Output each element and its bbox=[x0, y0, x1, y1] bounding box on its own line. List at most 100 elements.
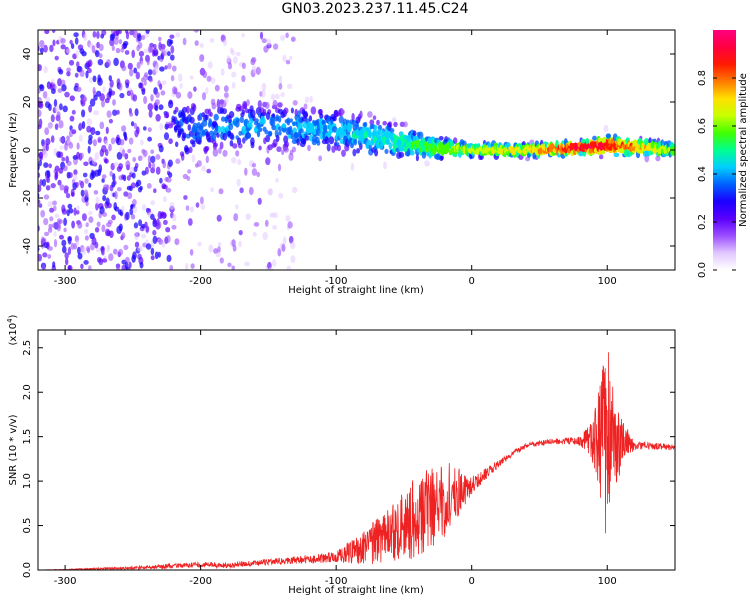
spectrogram-cell bbox=[124, 79, 130, 86]
spectrogram-cell bbox=[175, 141, 179, 148]
spectrogram-cell bbox=[89, 98, 96, 107]
spectrogram-cell bbox=[366, 139, 371, 145]
spectrogram-cell bbox=[144, 72, 149, 78]
spectrogram-cell bbox=[264, 101, 270, 109]
spectrogram-cell bbox=[231, 82, 236, 89]
spectrogram-cell bbox=[93, 190, 99, 195]
spectrogram-cell bbox=[147, 127, 152, 133]
spectrogram-cell bbox=[57, 78, 62, 87]
spectrogram-cell bbox=[141, 204, 147, 211]
spectrogram-cell bbox=[129, 166, 135, 175]
spectrogram-cell bbox=[272, 225, 278, 230]
spectrogram-cell bbox=[129, 68, 134, 77]
spectrogram-cell bbox=[256, 171, 261, 178]
spectrogram-cell bbox=[135, 71, 140, 80]
spectrogram-cell bbox=[155, 154, 161, 160]
spectrogram-cell bbox=[43, 218, 49, 226]
spectrogram-cell bbox=[137, 245, 143, 252]
spectrogram-cell bbox=[268, 267, 274, 270]
spectrogram-cell bbox=[241, 75, 246, 83]
spectrogram-cell bbox=[159, 177, 163, 184]
snr-y-label: SNR (10 * v/v) bbox=[8, 414, 19, 485]
spectrogram-cell bbox=[50, 114, 55, 123]
spectrogram-cell bbox=[281, 123, 287, 129]
spectrogram-cell bbox=[605, 133, 612, 139]
spectrogram-cell bbox=[340, 109, 345, 115]
spectrogram-cell bbox=[92, 158, 96, 165]
spectrogram-cell bbox=[143, 126, 147, 131]
spectrogram-cell bbox=[96, 30, 100, 39]
spectrogram-cell bbox=[211, 132, 217, 141]
spectrogram-cell bbox=[168, 138, 173, 145]
spectrogram-cell bbox=[158, 104, 164, 111]
spectrogram-cell bbox=[246, 99, 250, 106]
spectrogram-cell bbox=[168, 172, 173, 178]
spectrogram-cell bbox=[192, 104, 197, 112]
spectrogram-cell bbox=[222, 132, 228, 141]
spectrogram-cell bbox=[123, 244, 129, 251]
spectrogram-cell bbox=[123, 41, 129, 46]
spectrogram-cell bbox=[49, 207, 55, 213]
spectrogram-cell bbox=[88, 216, 94, 224]
spectrogram-cell bbox=[57, 151, 64, 158]
spectrogram-cell bbox=[188, 146, 193, 154]
spectrogram-cell bbox=[383, 161, 387, 170]
spectrogram-cell bbox=[39, 179, 43, 186]
spectrogram-cell bbox=[141, 233, 147, 239]
spectrogram-cell bbox=[282, 236, 287, 245]
spectrogram-cell bbox=[95, 247, 101, 253]
spectrogram-cell bbox=[155, 62, 160, 70]
spectrogram-cell bbox=[202, 70, 208, 79]
spectrogram-cell bbox=[79, 69, 85, 77]
spectrogram-cell bbox=[76, 86, 82, 93]
spectrogram-cell bbox=[257, 100, 262, 109]
spectrogram-cell bbox=[172, 65, 177, 72]
spectrogram-cell bbox=[231, 157, 237, 164]
x-tick-label: 0 bbox=[469, 276, 475, 287]
spectrogram-cell bbox=[76, 142, 80, 150]
spectrogram-cell bbox=[125, 256, 130, 264]
spectrogram-cell bbox=[121, 149, 126, 157]
spectrogram-cell bbox=[206, 168, 212, 174]
spectrogram-cell bbox=[228, 111, 235, 118]
spectrogram-cell bbox=[81, 121, 86, 129]
spectrogram-cell bbox=[231, 71, 237, 78]
spectrogram-cell bbox=[85, 200, 89, 207]
spectrogram-cell bbox=[110, 137, 116, 145]
spectrogram-cell bbox=[170, 54, 175, 61]
spectrogram-cell bbox=[78, 134, 83, 142]
spectrogram-cell bbox=[286, 117, 291, 126]
spectrogram-cell bbox=[205, 87, 209, 95]
spectrogram-cell bbox=[70, 242, 75, 250]
y-tick-label: 2.0 bbox=[22, 384, 33, 400]
spectrogram-cell bbox=[121, 205, 125, 213]
spectrogram-cell bbox=[150, 255, 155, 261]
spectrogram-cell bbox=[54, 123, 59, 130]
spectrogram-cell bbox=[87, 138, 93, 145]
spectrogram-cell bbox=[166, 235, 171, 243]
x-tick-label: 100 bbox=[598, 276, 617, 287]
spectrogram-cell bbox=[599, 154, 604, 160]
spectrogram-cell bbox=[527, 153, 531, 159]
spectrogram-cell bbox=[38, 159, 42, 167]
spectrogram-cell bbox=[412, 130, 417, 136]
spectrogram-cell bbox=[133, 222, 139, 229]
spectrogram-cell bbox=[585, 138, 590, 145]
spectrogram-cell bbox=[88, 104, 92, 113]
spectrogram-cell bbox=[351, 119, 356, 126]
spectrogram-cell bbox=[421, 151, 427, 159]
spectrogram-cell bbox=[150, 149, 155, 154]
spectrogram-cell bbox=[87, 59, 93, 67]
spectrogram-cell bbox=[58, 219, 63, 224]
spectrogram-cell bbox=[106, 244, 110, 253]
spectrogram-cell bbox=[128, 261, 132, 269]
spectrogram-cell bbox=[97, 59, 104, 66]
spectrogram-cell bbox=[281, 149, 285, 156]
snr-x-ticks: -300 -200 -100 0 100 bbox=[54, 330, 617, 587]
colorbar-gradient bbox=[713, 30, 736, 270]
spectrogram-cell bbox=[54, 105, 60, 113]
spectrogram-cell bbox=[155, 114, 161, 122]
spectrogram-cell bbox=[80, 180, 85, 189]
x-tick-label: -300 bbox=[54, 276, 77, 287]
spectrogram-cell bbox=[81, 109, 86, 118]
